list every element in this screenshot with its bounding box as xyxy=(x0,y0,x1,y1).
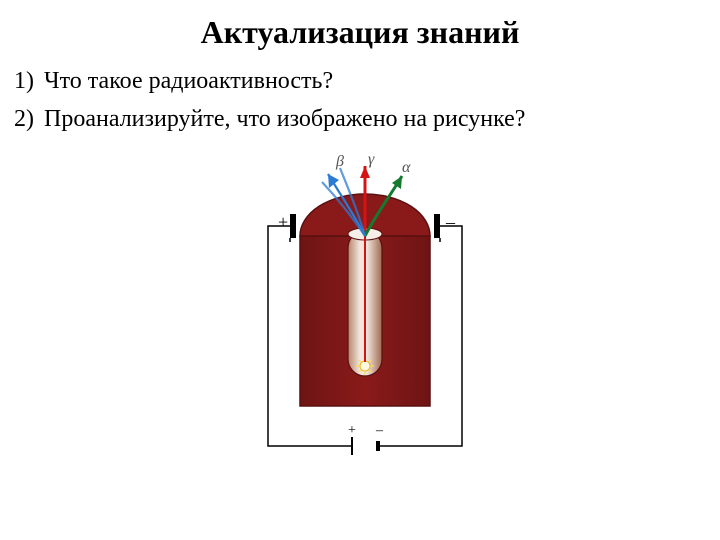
page-title: Актуализация знаний xyxy=(0,14,720,51)
list-item-number: 2) xyxy=(0,103,44,137)
diagram-container: + – + – β γ α xyxy=(0,146,720,486)
plate-positive-label: + xyxy=(278,212,288,232)
list-item-text: Что такое радиоактивность? xyxy=(44,65,333,99)
alpha-label: α xyxy=(402,159,411,176)
battery-plus-label: + xyxy=(348,423,356,438)
plate-positive xyxy=(290,214,296,238)
question-list: 1) Что такое радиоактивность? 2) Проанал… xyxy=(0,65,720,136)
list-item: 1) Что такое радиоактивность? xyxy=(0,65,720,99)
gamma-label: γ xyxy=(368,151,375,168)
radioactive-source xyxy=(360,361,370,371)
beta-arrowhead xyxy=(328,174,339,188)
list-item-text: Проанализируйте, что изображено на рисун… xyxy=(44,103,525,137)
radioactivity-diagram: + – + – β γ α xyxy=(240,146,480,486)
list-item-number: 1) xyxy=(0,65,44,99)
list-item: 2) Проанализируйте, что изображено на ри… xyxy=(0,103,720,137)
plate-negative-label: – xyxy=(445,212,456,232)
battery-minus-label: – xyxy=(375,423,384,438)
plate-negative xyxy=(434,214,440,238)
beta-label: β xyxy=(335,153,344,170)
